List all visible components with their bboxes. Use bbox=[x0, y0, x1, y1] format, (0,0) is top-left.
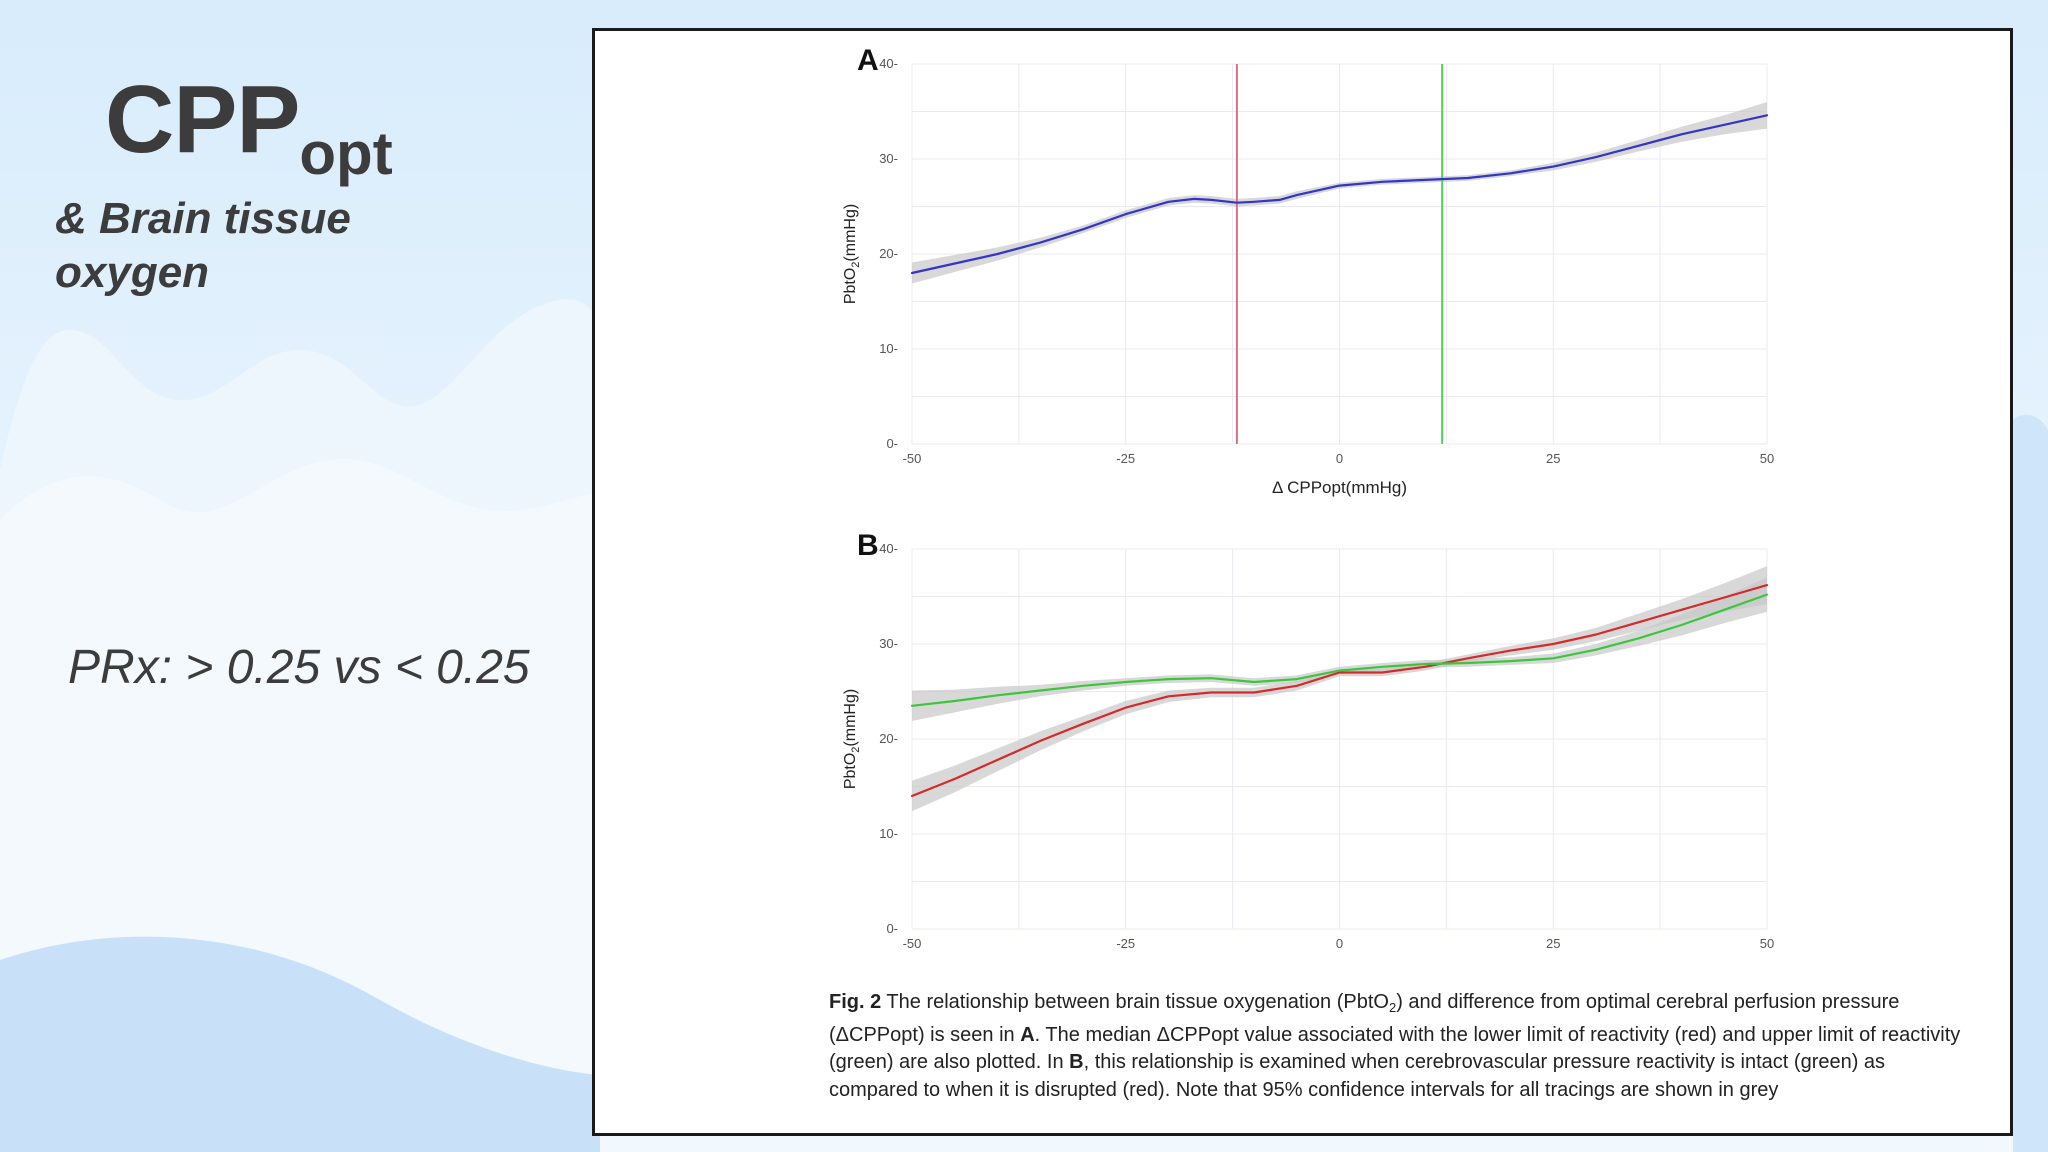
figure-caption: Fig. 2 The relationship between brain ti… bbox=[829, 989, 1979, 1104]
caption-subscript: 2 bbox=[1388, 1000, 1397, 1015]
x-tick-label: -25 bbox=[1116, 451, 1135, 466]
caption-text-4: , this relationship is examined when cer… bbox=[829, 1051, 1886, 1101]
y-tick-label: 0- bbox=[886, 436, 898, 451]
y-axis-label: PbtO2(mmHg) bbox=[842, 689, 862, 789]
slide-title-subscript: opt bbox=[299, 120, 393, 187]
x-axis-label: Δ CPPopt(mmHg) bbox=[1272, 478, 1407, 497]
y-tick-label: 30- bbox=[879, 151, 898, 166]
y-axis-label-subscript: 2 bbox=[850, 262, 862, 268]
y-axis-label-unit: (mmHg) bbox=[842, 204, 859, 262]
series-line-1 bbox=[910, 593, 1769, 707]
x-tick-label: 25 bbox=[1546, 451, 1560, 466]
slide-note: PRx: > 0.25 vs < 0.25 bbox=[68, 641, 530, 694]
x-tick-label: 50 bbox=[1760, 936, 1774, 951]
x-tick-label: -50 bbox=[903, 936, 922, 951]
caption-text-1: The relationship between brain tissue ox… bbox=[881, 991, 1389, 1013]
y-axis-label-subscript: 2 bbox=[850, 747, 862, 753]
y-tick-label: 30- bbox=[879, 636, 898, 651]
y-tick-label: 10- bbox=[879, 341, 898, 356]
x-tick-label: 0 bbox=[1336, 451, 1343, 466]
x-tick-label: 50 bbox=[1760, 451, 1774, 466]
series-line-0 bbox=[910, 583, 1769, 798]
y-tick-label: 40- bbox=[879, 541, 898, 556]
slide-subtitle: & Brain tissue oxygen bbox=[55, 194, 351, 297]
confidence-band-1 bbox=[912, 577, 1767, 721]
figure-charts: -50 -25 0 25 500-10-20-30-40-Δ CPPopt(mmHg)P… bbox=[842, 44, 1774, 951]
slide-title-main: CPP bbox=[105, 66, 300, 173]
y-axis-label-main: PbtO bbox=[842, 268, 859, 304]
y-axis-label: PbtO2(mmHg) bbox=[842, 204, 862, 304]
panel-label: B bbox=[857, 529, 879, 562]
y-tick-label: 20- bbox=[879, 731, 898, 746]
series-line-0 bbox=[910, 114, 1769, 275]
panel-label: A bbox=[857, 44, 879, 77]
x-tick-label: -25 bbox=[1116, 936, 1135, 951]
y-tick-label: 40- bbox=[879, 56, 898, 71]
y-tick-label: 0- bbox=[886, 921, 898, 936]
caption-label: Fig. 2 bbox=[829, 991, 882, 1013]
caption-text-2: ) and difference from optimal cerebral p… bbox=[829, 991, 1900, 1046]
y-axis-label-main: PbtO bbox=[842, 753, 859, 789]
x-tick-label: 25 bbox=[1546, 936, 1560, 951]
chart-panel-a: -50 -25 0 25 50 0- 10- 20- 30- 40- Δ CPPopt(mmHg) P… bbox=[842, 44, 1774, 497]
caption-ref-a: A bbox=[1020, 1023, 1035, 1046]
caption-text-3: . The median ΔCPPopt value associated wi… bbox=[829, 1023, 1961, 1074]
y-tick-label: 10- bbox=[879, 826, 898, 841]
caption-ref-b: B bbox=[1069, 1051, 1084, 1073]
x-tick-label: 0 bbox=[1336, 936, 1343, 951]
slide-title: CPPopt bbox=[105, 72, 393, 184]
y-tick-label: 20- bbox=[879, 246, 898, 261]
x-tick-label: -50 bbox=[903, 451, 922, 466]
y-axis-label-unit: (mmHg) bbox=[842, 689, 859, 747]
figure-panel: -50 -25 0 25 50 0- 10- 20- 30- 40- Δ CPPopt(mmHg) P… bbox=[592, 28, 2013, 1136]
